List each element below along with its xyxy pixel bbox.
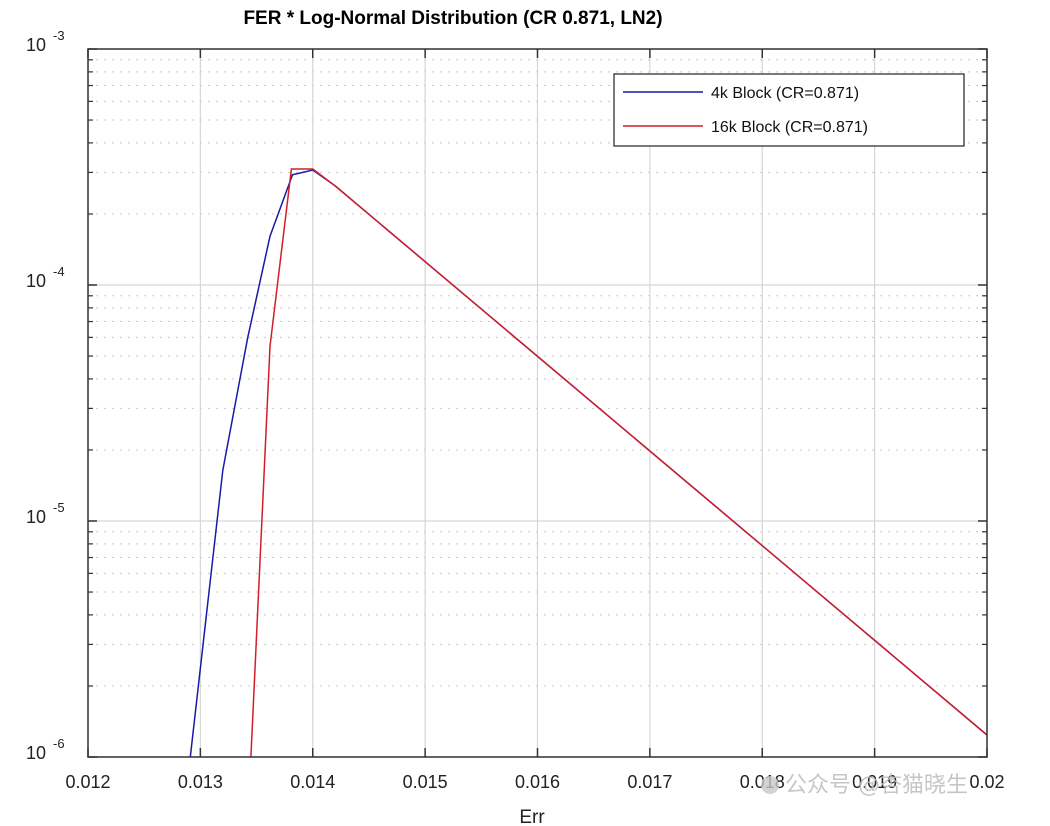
legend-label-16k: 16k Block (CR=0.871) <box>711 119 868 136</box>
y-tick-label-base: 10 <box>26 507 46 527</box>
wechat-icon <box>761 776 779 794</box>
y-tick-label-exponent: -5 <box>53 500 65 515</box>
chart-title: FER * Log-Normal Distribution (CR 0.871,… <box>243 8 662 29</box>
y-tick-label-base: 10 <box>26 271 46 291</box>
axis-ticks <box>87 48 988 758</box>
series-line-0 <box>189 169 987 757</box>
x-tick-label: 0.012 <box>65 772 110 792</box>
y-tick-label-exponent: -3 <box>53 28 65 43</box>
x-axis-label: Err <box>519 807 545 826</box>
grid-lines <box>87 48 988 758</box>
series-line-1 <box>250 168 987 757</box>
x-tick-label: 0.019 <box>852 772 897 792</box>
x-tick-label: 0.013 <box>178 772 223 792</box>
y-tick-label-exponent: -4 <box>53 264 65 279</box>
y-tick-label-exponent: -6 <box>53 736 65 751</box>
x-tick-label: 0.016 <box>515 772 560 792</box>
x-tick-labels: 0.0120.0130.0140.0150.0160.0170.0180.019… <box>65 772 1004 792</box>
legend: 4k Block (CR=0.871) 16k Block (CR=0.871) <box>613 73 965 147</box>
y-tick-label-base: 10 <box>26 743 46 763</box>
legend-label-4k: 4k Block (CR=0.871) <box>711 85 859 102</box>
x-tick-label: 0.02 <box>969 772 1004 792</box>
legend-box <box>613 73 965 147</box>
watermark-text: 公众号 @杏猫晓生 <box>785 773 968 798</box>
x-tick-label: 0.015 <box>403 772 448 792</box>
y-tick-label-base: 10 <box>26 35 46 55</box>
series-lines <box>189 168 987 757</box>
x-tick-label: 0.014 <box>290 772 335 792</box>
x-tick-label: 0.017 <box>627 772 672 792</box>
y-tick-labels: 10 -3 10 -4 10 -5 10 -6 <box>26 28 65 763</box>
